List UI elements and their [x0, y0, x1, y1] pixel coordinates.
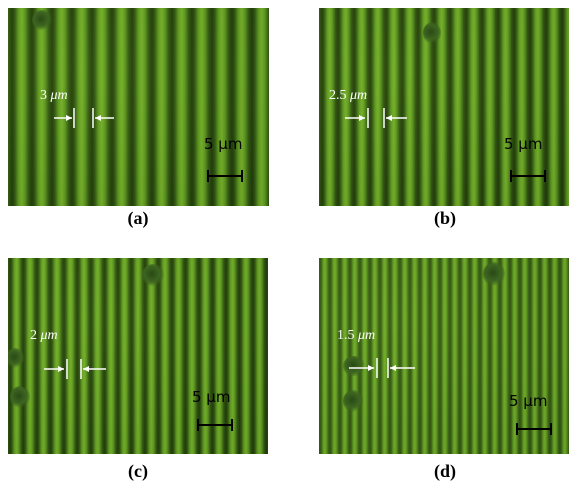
caption-a: (a) — [127, 208, 149, 228]
scale-bar — [516, 423, 552, 435]
micrograph-panel-d: 1.5 μm 5 μm — [319, 258, 569, 454]
defect-spot — [10, 386, 30, 408]
spacing-arrows — [349, 358, 415, 378]
spacing-arrows — [44, 359, 106, 379]
defect-spot — [8, 348, 24, 368]
grating-stripes — [8, 8, 269, 206]
defect-spot — [343, 390, 363, 412]
micrograph-panel-a: 3 μm 5 μm — [8, 8, 269, 206]
haze-overlay — [8, 8, 269, 206]
defect-spot — [142, 264, 164, 286]
scale-bar-label: 5 μm — [504, 135, 543, 153]
spacing-label: 2 μm — [30, 328, 58, 343]
grating-stripes — [319, 258, 569, 454]
micrograph-panel-c: 2 μm 5 μm — [8, 258, 268, 454]
scale-bar — [197, 419, 233, 431]
scale-bar-label: 5 μm — [192, 388, 231, 406]
spacing-label: 1.5 μm — [337, 328, 376, 343]
caption-b: (b) — [434, 208, 456, 228]
defect-spot — [343, 356, 365, 376]
haze-overlay — [319, 8, 569, 206]
caption-d: (d) — [434, 461, 456, 481]
grating-stripes — [319, 8, 569, 206]
scale-bar — [207, 170, 243, 182]
spacing-arrows — [54, 108, 114, 128]
scale-bar-label: 5 μm — [509, 392, 548, 410]
haze-overlay — [8, 258, 268, 454]
scale-bar — [510, 170, 546, 182]
spacing-label: 3 μm — [40, 88, 68, 103]
defect-spot — [483, 262, 505, 286]
defect-spot — [32, 10, 52, 30]
scale-bar-label: 5 μm — [204, 135, 243, 153]
spacing-arrows — [345, 108, 407, 128]
haze-overlay — [319, 258, 569, 454]
grating-stripes — [8, 258, 268, 454]
defect-spot — [423, 22, 441, 44]
micrograph-panel-b: 2.5 μm 5 μm — [319, 8, 569, 206]
spacing-label: 2.5 μm — [329, 88, 368, 103]
caption-c: (c) — [128, 461, 148, 481]
